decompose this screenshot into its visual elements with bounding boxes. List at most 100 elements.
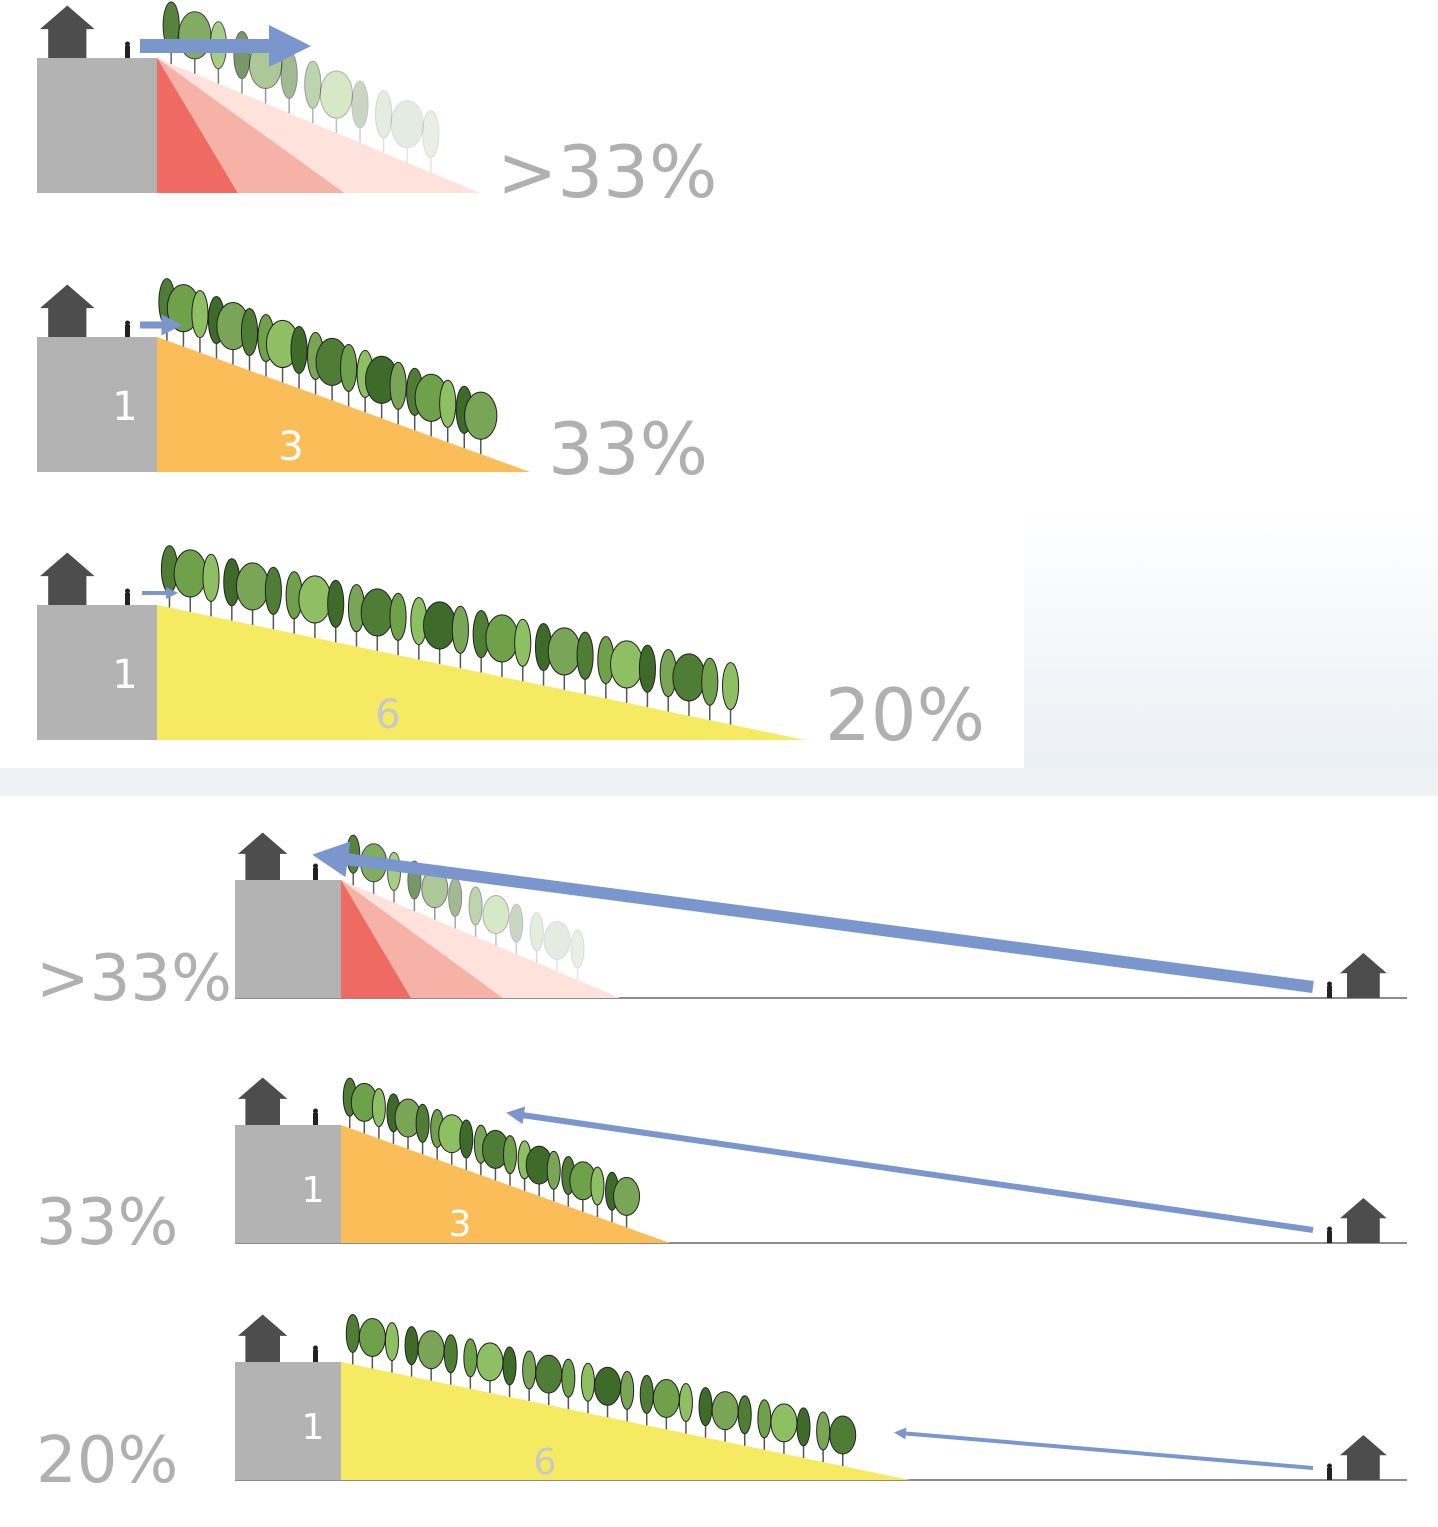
tree-crown: [423, 110, 439, 157]
tree: [352, 81, 368, 143]
rise-label: 1: [112, 652, 137, 698]
tree-crown: [544, 921, 570, 959]
tree-crown: [548, 628, 580, 675]
house-icon: [1340, 1435, 1387, 1480]
person-head: [125, 589, 130, 594]
tree: [328, 580, 344, 642]
slope-label: 20%: [36, 1424, 178, 1498]
tree: [469, 887, 482, 937]
view-arrow: [515, 1114, 1313, 1230]
tree: [640, 1375, 653, 1425]
tree: [390, 593, 406, 655]
tree: [639, 645, 655, 707]
building-block: [37, 337, 157, 472]
background-gradient: [1024, 505, 1438, 795]
person-icon: [125, 325, 130, 337]
slope-label: >33%: [36, 942, 232, 1016]
person-icon: [1327, 1468, 1332, 1480]
tree-crown: [359, 1319, 385, 1357]
tree: [241, 308, 257, 370]
tree-crown: [483, 896, 509, 934]
tree-crown: [469, 887, 482, 925]
tree: [712, 1392, 738, 1442]
tree: [504, 1136, 517, 1186]
house-icon: [40, 553, 95, 606]
house-icon: [238, 1315, 287, 1363]
tree: [830, 1416, 856, 1466]
tree: [236, 563, 268, 625]
slope-label: >33%: [497, 130, 717, 214]
tree: [771, 1404, 797, 1454]
tree-crown: [440, 380, 456, 427]
tree-crown: [361, 589, 393, 636]
tree-crown: [352, 81, 368, 128]
tree-crown: [712, 1392, 738, 1430]
person-head: [313, 1346, 318, 1351]
tree: [423, 110, 439, 172]
tree-crown: [465, 392, 497, 439]
tree-crown: [702, 658, 718, 705]
tree: [595, 1367, 621, 1417]
tree-crown: [640, 1375, 653, 1413]
person-head: [313, 864, 318, 869]
person-icon: [1327, 1231, 1332, 1243]
run-label: 3: [278, 424, 303, 470]
tree: [548, 628, 580, 690]
house-icon: [238, 833, 287, 881]
tree-crown: [547, 1151, 560, 1189]
tree-crown: [390, 593, 406, 640]
tree: [405, 1327, 418, 1377]
tree: [346, 1314, 359, 1364]
tree: [536, 1355, 562, 1405]
person-head: [1327, 1227, 1332, 1232]
tree: [320, 71, 352, 133]
tree-crown: [673, 654, 705, 701]
tree: [452, 606, 468, 668]
house-icon: [40, 6, 95, 59]
tree-crown: [464, 1339, 477, 1377]
tree: [679, 1384, 692, 1434]
tree: [544, 921, 570, 971]
tree-crown: [510, 904, 523, 942]
tree: [699, 1388, 712, 1438]
tree-crown: [376, 91, 392, 138]
tree: [372, 1089, 385, 1139]
tree: [515, 619, 531, 681]
person-head: [1327, 1464, 1332, 1469]
building-block: [235, 1125, 341, 1243]
tree-crown: [653, 1379, 679, 1417]
tree-crown: [416, 1104, 429, 1142]
tree: [702, 658, 718, 720]
tree-crown: [405, 1327, 418, 1365]
person-head: [313, 1109, 318, 1114]
tree-crown: [771, 1404, 797, 1442]
tree-crown: [385, 1323, 398, 1361]
tree-crown: [203, 554, 219, 601]
tree-crown: [679, 1384, 692, 1422]
tree-crown: [562, 1359, 575, 1397]
tree: [281, 51, 297, 113]
tree-crown: [460, 1120, 473, 1158]
tree: [653, 1379, 679, 1429]
tree: [530, 913, 543, 963]
tree-crown: [241, 308, 257, 355]
tree-crown: [328, 580, 344, 627]
tree-crown: [530, 913, 543, 951]
tree-crown: [390, 362, 406, 409]
slope-label: 33%: [36, 1186, 178, 1260]
person-icon: [313, 1350, 318, 1362]
tree: [163, 2, 179, 64]
rise-label: 1: [112, 384, 137, 430]
tree-crown: [234, 32, 250, 79]
tree-crown: [299, 576, 331, 623]
tree-crown: [503, 1347, 516, 1385]
tree: [614, 1177, 640, 1227]
tree-crown: [581, 1363, 594, 1401]
tree-crown: [452, 606, 468, 653]
tree-crown: [486, 615, 518, 662]
tree: [416, 1104, 429, 1154]
tree: [591, 1167, 604, 1217]
tree: [291, 326, 307, 388]
tree: [611, 641, 643, 703]
tree-crown: [595, 1367, 621, 1405]
